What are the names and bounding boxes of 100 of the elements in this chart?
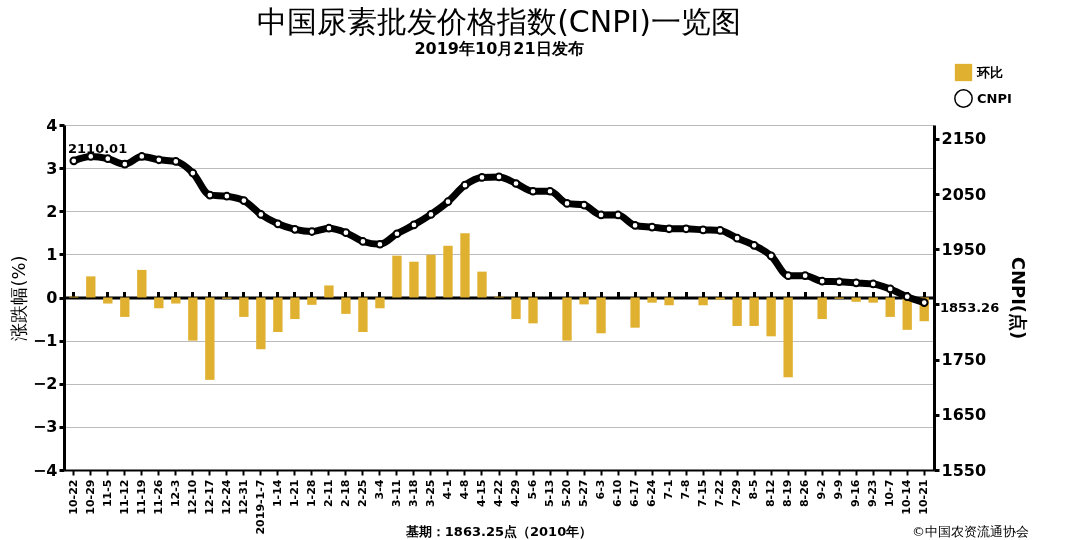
x-tick-label: 11-19: [134, 479, 148, 515]
bar: [239, 297, 249, 317]
x-tick-label: 8-5: [747, 479, 761, 500]
point: [358, 237, 368, 246]
annotation: 2110.01: [68, 141, 128, 157]
bar: [137, 269, 147, 298]
point: [511, 179, 521, 188]
y-tick-label: 2: [46, 201, 58, 221]
x-tick-label: 1-21: [287, 479, 301, 508]
text: 基期：1863.25点（2010年）: [404, 524, 593, 539]
bar: [188, 297, 198, 341]
bar: [341, 297, 351, 314]
point: [732, 233, 742, 243]
bar: [528, 297, 538, 324]
bar: [715, 297, 725, 300]
text: 1853.26: [940, 299, 1000, 315]
x-tick-label: 3-18: [406, 479, 420, 508]
x-tick-label: 2-25: [355, 479, 369, 508]
point: [120, 159, 130, 169]
bar: [868, 297, 878, 303]
bar: [511, 297, 521, 320]
point: [171, 157, 181, 166]
y-tick-label: −1: [32, 331, 58, 351]
y-tick-label: 3: [46, 158, 58, 178]
bar: [749, 297, 759, 326]
x-tick-label: 10-29: [83, 479, 97, 515]
point: [239, 196, 249, 205]
x-tick-label: 4-29: [509, 479, 523, 508]
y-tick-label: −3: [32, 417, 58, 437]
bar: [596, 297, 606, 334]
x-tick-label: 10-14: [900, 479, 914, 515]
x-tick-label: 1-28: [304, 479, 318, 508]
point: [562, 199, 572, 208]
x-tick-label: 6-10: [611, 479, 625, 508]
y2-tick-label: 1950: [941, 239, 987, 259]
y-tick-label: 1: [46, 244, 58, 264]
bar: [205, 297, 215, 380]
bar: [664, 297, 674, 306]
x-tick-label: 9-16: [849, 479, 863, 508]
x-tick-label: 11-12: [117, 479, 131, 515]
legend-label: CNPI: [977, 90, 1012, 106]
x-tick-label: 6-3: [594, 479, 608, 500]
x-tick-label: 12-10: [185, 479, 199, 515]
x-tick-label: 7-15: [696, 479, 710, 508]
bar: [783, 297, 793, 378]
x-tick-label: 5-27: [577, 479, 591, 508]
bar: [426, 254, 436, 298]
x-tick-label: 4-1: [440, 479, 454, 500]
y2-tick-label: 2150: [941, 129, 987, 149]
point: [460, 180, 470, 190]
bar: [409, 261, 419, 298]
bar: [732, 297, 742, 326]
bar: [120, 297, 130, 317]
point: [749, 240, 759, 250]
point: [766, 251, 776, 261]
point: [273, 219, 283, 229]
x-tick-label: 12-3: [168, 479, 182, 508]
y2-axis-title: CNPI(点): [1008, 256, 1030, 340]
y2-tick-label: 2050: [941, 184, 987, 204]
y-tick-label: 4: [46, 115, 58, 135]
x-tick-label: 3-11: [389, 479, 403, 508]
bar: [358, 297, 368, 332]
x-tick-label: 7-8: [679, 479, 693, 500]
x-tick-label: 8-12: [764, 479, 778, 508]
bar: [630, 297, 640, 328]
point: [375, 239, 385, 249]
bar: [885, 297, 895, 317]
x-tick-label: 4-15: [474, 479, 488, 508]
x-tick-label: 10-22: [66, 479, 80, 515]
point: [783, 271, 793, 281]
x-tick-label: 6-24: [645, 479, 659, 508]
x-tick-label: 8-26: [798, 479, 812, 508]
x-tick-label: 3-4: [372, 479, 386, 500]
point: [307, 227, 317, 236]
y-tick-label: −4: [32, 460, 58, 480]
point: [885, 284, 895, 294]
bar: [460, 233, 470, 298]
point: [443, 197, 453, 207]
x-tick-label: 12-24: [219, 479, 233, 515]
bar: [103, 297, 113, 304]
bar: [766, 297, 776, 337]
y2-tick-label: 1650: [941, 405, 987, 425]
bar: [851, 297, 861, 302]
legend-label: 环比: [976, 64, 1003, 80]
x-tick-label: 9-9: [832, 479, 846, 500]
x-tick-label: 11-5: [100, 479, 114, 508]
point: [426, 210, 436, 219]
point: [630, 221, 640, 230]
x-tick-label: 2-11: [321, 479, 335, 508]
bar: [579, 297, 589, 305]
bar: [375, 297, 385, 309]
point: [290, 224, 300, 234]
bar: [324, 285, 334, 298]
point: [919, 298, 929, 307]
y-tick-label: −2: [32, 374, 58, 394]
x-tick-label: 9-2: [815, 479, 829, 500]
x-tick-label: 6-17: [628, 479, 642, 508]
x-tick-label: 9-23: [866, 479, 880, 508]
x-tick-label: 12-31: [236, 479, 250, 515]
bar: [86, 276, 96, 298]
